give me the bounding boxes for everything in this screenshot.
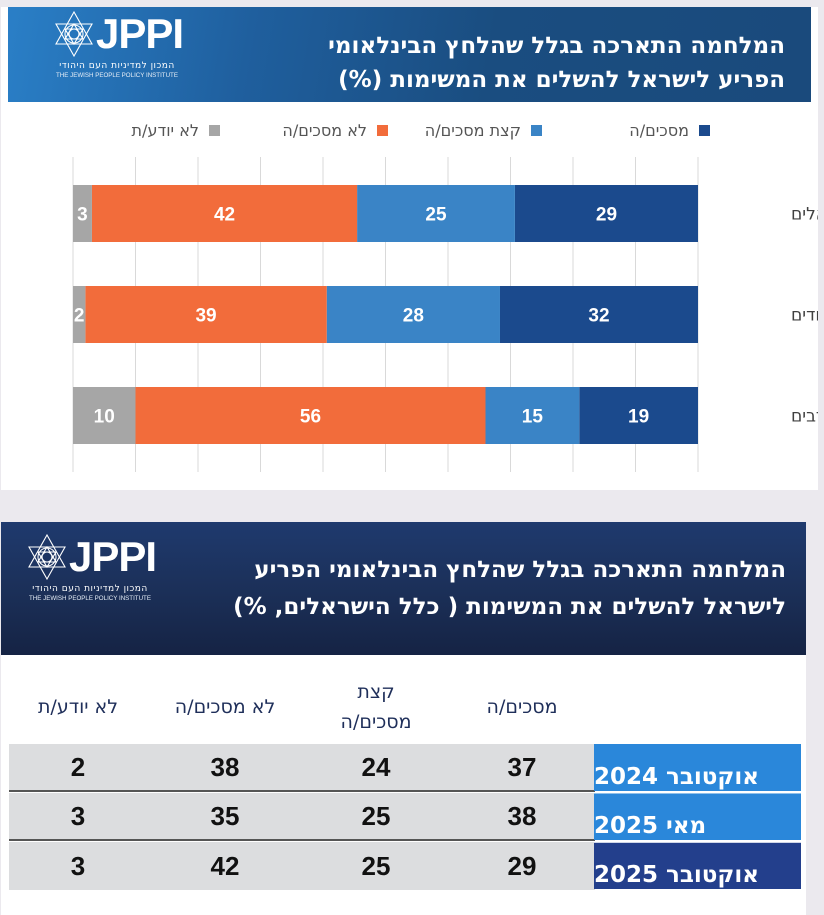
- bar-segment: [514, 185, 698, 242]
- table-panel: JPPI המכון למדיניות העם היהודי THE JEWIS…: [1, 522, 806, 915]
- table-title-line-1: המלחמה התארכה בגלל שהלחץ הבינלאומי הפריע: [254, 557, 786, 583]
- column-header-somewhat-agree-line-2: מסכים/ה: [340, 711, 412, 733]
- legend-swatch-dont-know: [209, 125, 220, 136]
- legend-item-dont-know: לא יודע/ת: [132, 121, 220, 140]
- logo-english-subtitle: THE JEWISH PEOPLE POLICY INSTITUTE: [29, 595, 151, 602]
- row-label-october-2025: אוקטובר 2025: [594, 842, 801, 889]
- chart-title: המלחמה התארכה בגלל שהלחץ הבינלאומי הפריע…: [328, 29, 785, 97]
- bar-value-label: 15: [522, 407, 544, 428]
- bar-value-label: 2: [74, 306, 85, 327]
- table-row: 29 25 42 3: [9, 842, 595, 890]
- cell-somewhat-agree: 25: [361, 850, 391, 881]
- cell-disagree: 38: [210, 751, 240, 782]
- bar-value-label: 29: [596, 205, 617, 226]
- column-header-disagree: לא מסכים/ה: [147, 672, 303, 742]
- column-header-somewhat-agree-line-1: קצת: [357, 681, 395, 703]
- chart-panel: JPPI המכון למדיניות העם היהודי THE JEWIS…: [1, 7, 818, 490]
- bar-value-label: 39: [195, 306, 216, 327]
- bar-value-label: 3: [77, 205, 88, 226]
- bar-segment: [499, 286, 698, 343]
- cell-dont-know: 2: [70, 751, 86, 782]
- legend-swatch-agree: [699, 125, 710, 136]
- bar-value-label: 28: [403, 306, 424, 327]
- bar-value-label: 25: [425, 205, 447, 226]
- row-label-october-2024: אוקטובר 2024: [594, 744, 801, 791]
- bar-value-label: 10: [94, 407, 115, 428]
- legend-item-disagree: לא מסכים/ה: [282, 121, 388, 140]
- bar-value-label: 32: [588, 306, 609, 327]
- legend-label-somewhat-agree: קצת מסכים/ה: [424, 121, 521, 140]
- bar-segment: [357, 185, 515, 242]
- bar-segment: [485, 387, 580, 444]
- legend-label-agree: מסכים/ה: [629, 121, 689, 140]
- logo-hebrew-subtitle: המכון למדיניות העם היהודי: [32, 584, 148, 594]
- cell-dont-know: 3: [70, 800, 86, 831]
- legend-swatch-somewhat-agree: [531, 125, 542, 136]
- column-header-agree-text: מסכים/ה: [486, 696, 558, 718]
- bar-segment: [73, 185, 92, 242]
- cell-agree: 38: [507, 800, 537, 831]
- bar-segment: [91, 185, 358, 242]
- star-of-david-icon: [55, 11, 93, 57]
- bar-value-label: 56: [300, 407, 321, 428]
- chart-title-line-1: המלחמה התארכה בגלל שהלחץ הבינלאומי: [328, 33, 785, 59]
- legend-label-disagree: לא מסכים/ה: [282, 121, 367, 140]
- column-header-dont-know: לא יודע/ת: [9, 672, 147, 742]
- cell-disagree: 35: [210, 800, 240, 831]
- bar-segment: [73, 387, 136, 444]
- jppi-logo: JPPI המכון למדיניות העם היהודי THE JEWIS…: [54, 10, 184, 79]
- bar-segment: [85, 286, 327, 343]
- chart-header: JPPI המכון למדיניות העם היהודי THE JEWIS…: [8, 7, 811, 102]
- jppi-logo-2: JPPI המכון למדיניות העם היהודי THE JEWIS…: [27, 533, 157, 602]
- table-row: 37 24 38 2: [9, 744, 595, 792]
- bar-segment: [73, 286, 86, 343]
- bar-value-label: 42: [214, 205, 235, 226]
- category-label: יהודים: [791, 306, 818, 326]
- bar-segment: [579, 387, 698, 444]
- column-header-agree: מסכים/ה: [449, 672, 595, 742]
- table-title: המלחמה התארכה בגלל שהלחץ הבינלאומי הפריע…: [233, 552, 786, 626]
- legend-swatch-disagree: [377, 125, 388, 136]
- column-header-disagree-text: לא מסכים/ה: [174, 696, 276, 718]
- chart-title-line-2: הפריע לישראל להשלים את המשימות (%): [338, 67, 785, 93]
- cell-somewhat-agree: 25: [361, 800, 391, 831]
- logo-hebrew-subtitle: המכון למדיניות העם היהודי: [59, 61, 175, 71]
- bar-segment: [326, 286, 500, 343]
- bar-value-label: 19: [628, 407, 649, 428]
- category-label: ישראלים: [791, 205, 818, 225]
- logo-wordmark: JPPI: [96, 10, 184, 57]
- chart-legend: מסכים/ה קצת מסכים/ה לא מסכים/ה לא יודע/ת: [1, 121, 818, 147]
- row-label-may-2025: מאי 2025: [594, 793, 801, 840]
- column-header-dont-know-text: לא יודע/ת: [37, 696, 119, 718]
- legend-item-agree: מסכים/ה: [629, 121, 710, 140]
- legend-item-somewhat-agree: קצת מסכים/ה: [425, 121, 542, 140]
- cell-somewhat-agree: 24: [361, 751, 391, 782]
- table-row: 38 25 35 3: [9, 793, 595, 841]
- cell-agree: 37: [507, 751, 537, 782]
- stacked-bar-chart: 29 25 42 3 ישראלים 32 28 39 2 יהודים 19 15 56 10 ערבים: [72, 157, 818, 472]
- category-label: ערבים: [791, 407, 818, 427]
- table-header: JPPI המכון למדיניות העם היהודי THE JEWIS…: [1, 522, 806, 655]
- logo-english-subtitle: THE JEWISH PEOPLE POLICY INSTITUTE: [56, 72, 178, 79]
- cell-agree: 29: [507, 850, 537, 881]
- logo-wordmark: JPPI: [69, 533, 157, 580]
- star-of-david-icon: [28, 534, 66, 580]
- bar-segment: [135, 387, 486, 444]
- legend-label-dont-know: לא יודע/ת: [131, 121, 199, 140]
- table-title-line-2: לישראל להשלים את המשימות ( כלל הישראלים,…: [233, 594, 786, 620]
- cell-dont-know: 3: [70, 850, 86, 881]
- column-header-somewhat-agree: קצת מסכים/ה: [303, 672, 449, 742]
- cell-disagree: 42: [210, 850, 240, 881]
